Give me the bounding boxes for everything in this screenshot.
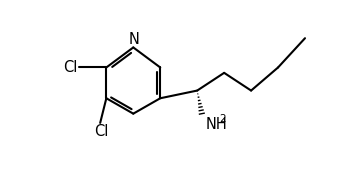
Text: NH: NH — [206, 117, 228, 132]
Text: N: N — [129, 32, 139, 47]
Text: 2: 2 — [219, 114, 225, 124]
Text: Cl: Cl — [63, 60, 77, 75]
Text: Cl: Cl — [94, 124, 109, 139]
